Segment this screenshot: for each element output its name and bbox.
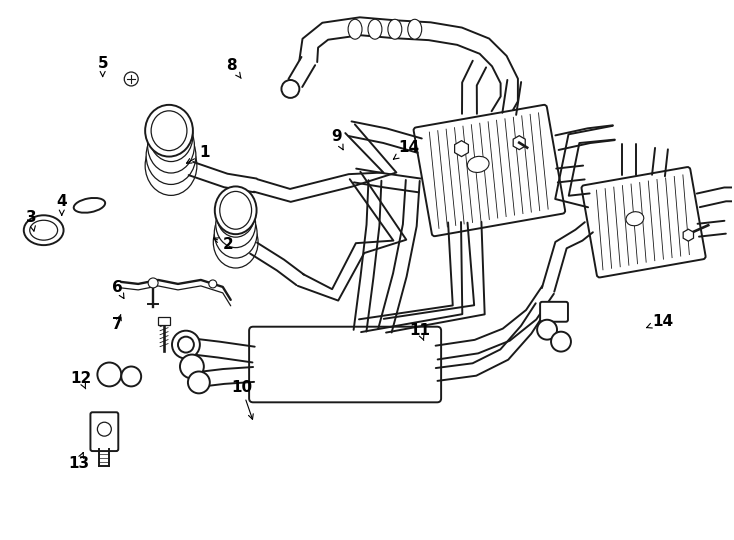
Ellipse shape <box>348 19 362 39</box>
Text: 4: 4 <box>57 194 67 215</box>
Text: 14: 14 <box>647 314 673 328</box>
Ellipse shape <box>219 191 252 229</box>
Circle shape <box>208 280 217 288</box>
Ellipse shape <box>408 19 422 39</box>
Circle shape <box>124 72 138 86</box>
Text: 14: 14 <box>393 140 420 159</box>
Polygon shape <box>697 187 734 207</box>
Text: 10: 10 <box>230 380 253 419</box>
Text: 8: 8 <box>227 58 241 78</box>
Ellipse shape <box>145 136 197 195</box>
Text: 2: 2 <box>214 237 233 252</box>
Circle shape <box>551 332 571 352</box>
Polygon shape <box>556 125 614 150</box>
Polygon shape <box>502 80 521 115</box>
Polygon shape <box>556 166 585 183</box>
Polygon shape <box>250 242 304 285</box>
Polygon shape <box>354 180 382 332</box>
Circle shape <box>98 362 121 387</box>
FancyBboxPatch shape <box>158 317 170 325</box>
Polygon shape <box>359 222 462 332</box>
Circle shape <box>537 320 557 340</box>
Polygon shape <box>198 367 254 387</box>
Circle shape <box>281 80 299 98</box>
Polygon shape <box>288 57 315 87</box>
Text: 9: 9 <box>331 129 344 150</box>
Ellipse shape <box>151 111 187 151</box>
Ellipse shape <box>214 217 258 268</box>
Polygon shape <box>299 17 518 120</box>
Polygon shape <box>435 286 554 360</box>
Circle shape <box>121 367 141 387</box>
Ellipse shape <box>388 19 401 39</box>
Ellipse shape <box>148 118 195 173</box>
Ellipse shape <box>217 193 255 237</box>
Ellipse shape <box>146 127 196 185</box>
Polygon shape <box>354 168 421 192</box>
Circle shape <box>172 330 200 359</box>
Ellipse shape <box>149 110 193 161</box>
Text: 5: 5 <box>98 56 108 77</box>
Ellipse shape <box>30 220 57 240</box>
FancyBboxPatch shape <box>249 327 441 402</box>
FancyBboxPatch shape <box>90 412 118 451</box>
Text: 12: 12 <box>70 371 91 389</box>
Polygon shape <box>384 222 484 333</box>
Ellipse shape <box>73 198 105 213</box>
FancyBboxPatch shape <box>413 105 565 236</box>
Circle shape <box>180 355 204 379</box>
Ellipse shape <box>468 157 489 172</box>
Circle shape <box>98 422 112 436</box>
Polygon shape <box>298 172 407 301</box>
Polygon shape <box>349 122 422 153</box>
Polygon shape <box>193 339 255 362</box>
Polygon shape <box>555 126 615 207</box>
Text: 6: 6 <box>112 280 124 299</box>
FancyBboxPatch shape <box>540 302 568 322</box>
Ellipse shape <box>626 212 644 226</box>
Polygon shape <box>254 124 396 202</box>
Circle shape <box>178 336 194 353</box>
Ellipse shape <box>215 186 257 234</box>
Ellipse shape <box>23 215 64 245</box>
Polygon shape <box>479 116 508 167</box>
Polygon shape <box>542 222 593 292</box>
Polygon shape <box>189 162 257 192</box>
Ellipse shape <box>145 105 193 157</box>
Ellipse shape <box>216 201 255 248</box>
Text: 13: 13 <box>68 453 89 471</box>
Polygon shape <box>622 144 636 176</box>
Text: 7: 7 <box>112 314 123 332</box>
Circle shape <box>148 278 158 288</box>
Text: 1: 1 <box>186 145 210 163</box>
Ellipse shape <box>214 208 257 258</box>
Polygon shape <box>652 148 668 176</box>
Text: 3: 3 <box>26 210 37 231</box>
Circle shape <box>188 372 210 393</box>
Polygon shape <box>378 180 420 333</box>
Ellipse shape <box>368 19 382 39</box>
Polygon shape <box>697 221 726 237</box>
Polygon shape <box>462 60 486 114</box>
Polygon shape <box>436 303 547 381</box>
Text: 11: 11 <box>409 323 430 341</box>
FancyBboxPatch shape <box>581 167 705 278</box>
